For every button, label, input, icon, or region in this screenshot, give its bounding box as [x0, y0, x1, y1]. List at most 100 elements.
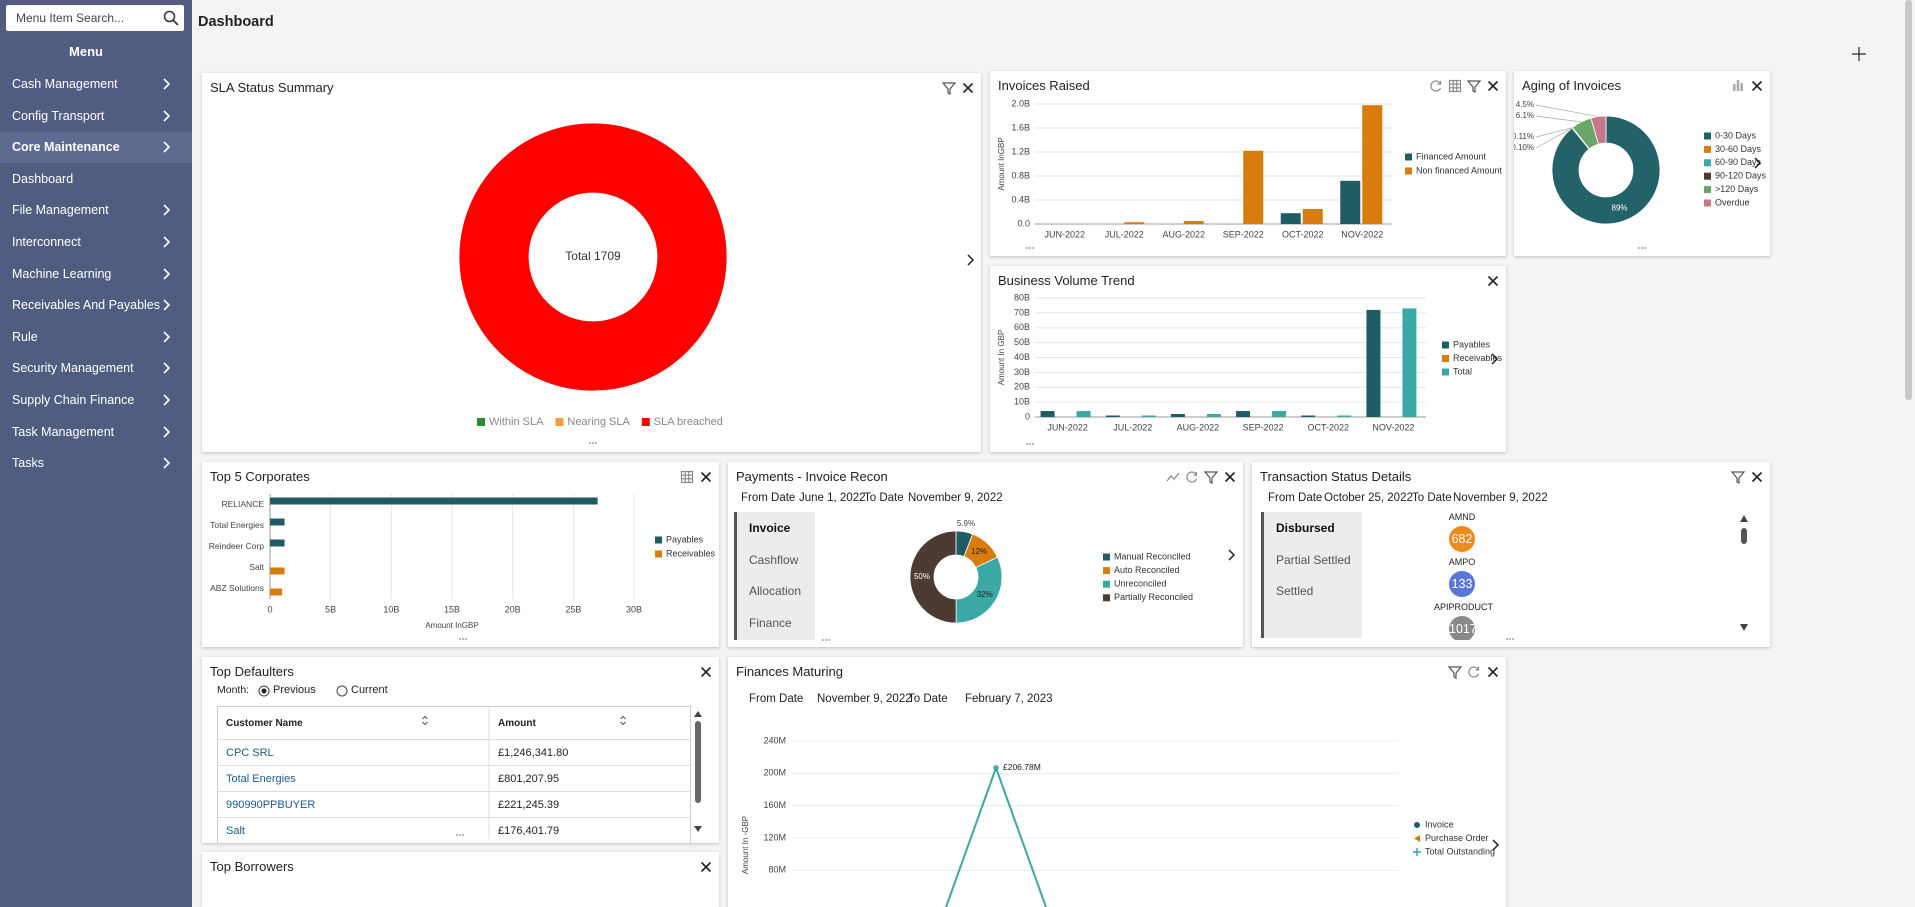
menu-item[interactable]: File Management: [0, 195, 192, 226]
next-arrow[interactable]: [1492, 839, 1500, 851]
legend-swatch: [1442, 368, 1449, 376]
sort-icon[interactable]: [422, 715, 428, 720]
funnel: [941, 82, 957, 95]
menu-item[interactable]: Core Maintenance: [0, 132, 192, 164]
menu-item[interactable]: Security Management: [0, 353, 192, 384]
tab[interactable]: Partial Settled: [1276, 552, 1351, 567]
customer-name[interactable]: 990990PPBUYER: [226, 799, 316, 811]
tab[interactable]: Allocation: [749, 584, 802, 598]
icon-close[interactable]: [700, 666, 712, 678]
y-tick-label: 0.8B: [1011, 170, 1030, 180]
status-count[interactable]: 1017: [1449, 616, 1477, 640]
icon-filter[interactable]: [941, 82, 957, 95]
scroll-down[interactable]: [1740, 624, 1748, 631]
icon-close[interactable]: [700, 471, 712, 483]
sort-icon[interactable]: [620, 721, 626, 726]
date-text: June 1, 2022: [799, 492, 866, 504]
icon-close[interactable]: [962, 82, 974, 94]
bar: [1362, 105, 1383, 224]
next-arrow[interactable]: [967, 254, 975, 266]
column-header[interactable]: Customer Name: [226, 718, 303, 729]
scroll-thumb[interactable]: [695, 721, 701, 803]
widget: 80M 120M 160M 200M 240M Amount In -GBP Invoice…: [728, 657, 1506, 907]
customer-name[interactable]: CPC SRL: [226, 747, 274, 759]
x: [700, 861, 712, 873]
icon-refresh[interactable]: [1468, 666, 1480, 678]
icon-filter[interactable]: [1730, 471, 1746, 484]
menu-item[interactable]: Config Transport: [0, 101, 192, 132]
legend-label: 60-90 Days: [1715, 157, 1762, 167]
resize-grip: [462, 638, 464, 640]
x: [1224, 471, 1236, 483]
menu-item[interactable]: Dashboard: [0, 164, 192, 195]
x-axis-label: Amount InGBP: [425, 621, 478, 630]
radio[interactable]: [336, 685, 348, 697]
scroll-thumb[interactable]: [1741, 528, 1747, 544]
scroll-up[interactable]: [694, 711, 702, 717]
status-count[interactable]: 133: [1449, 571, 1475, 597]
legend-swatch: [1704, 199, 1711, 207]
icon-close[interactable]: [1751, 471, 1763, 483]
menu-item[interactable]: Tasks: [0, 448, 192, 479]
next-arrow[interactable]: [1228, 549, 1236, 561]
y-tick-label: 40B: [1014, 352, 1030, 362]
menu-item[interactable]: Interconnect: [0, 227, 192, 258]
icon-close[interactable]: [1751, 80, 1763, 92]
next-arrow[interactable]: [1754, 157, 1762, 169]
icon-close[interactable]: [1487, 275, 1499, 287]
icon-barchart[interactable]: [1733, 80, 1743, 91]
legend-label: Overdue: [1715, 197, 1750, 207]
customer-name[interactable]: Total Energies: [226, 773, 296, 785]
icon-grid[interactable]: [1448, 79, 1462, 93]
menu-item-label: Core Maintenance: [12, 140, 120, 155]
tab[interactable]: Disbursed: [1276, 521, 1335, 535]
icon-filter[interactable]: [1466, 80, 1482, 93]
resize-grip: [1638, 247, 1640, 249]
icon-filter[interactable]: [1203, 471, 1219, 484]
icon-close[interactable]: [700, 861, 712, 873]
search-box[interactable]: Menu Item Search...: [6, 5, 184, 31]
icon-refresh[interactable]: [1430, 80, 1442, 92]
scroll-up[interactable]: [1740, 515, 1748, 522]
funnel: [1203, 471, 1219, 484]
legend-swatch: [1704, 159, 1711, 167]
menu-item[interactable]: Supply Chain Finance: [0, 385, 192, 416]
customer-name[interactable]: Salt: [226, 825, 245, 837]
search-icon[interactable]: [163, 10, 179, 26]
sort-icon[interactable]: [422, 721, 428, 726]
scroll-down[interactable]: [694, 826, 702, 832]
next-arrow[interactable]: [1491, 353, 1499, 365]
search-placeholder: Menu Item Search...: [16, 11, 125, 25]
submenu-arrow: [163, 110, 171, 122]
menu-item[interactable]: Machine Learning: [0, 259, 192, 290]
tab[interactable]: Settled: [1276, 584, 1314, 598]
icon-refresh[interactable]: [1186, 471, 1198, 483]
legend-swatch: [1704, 186, 1711, 194]
menu-item[interactable]: Rule: [0, 322, 192, 353]
icon-grid[interactable]: [680, 470, 694, 484]
widget: 0 10B 20B 30B 40B 50B 60B 70B 80B JUN-2022 JUL-202…: [990, 266, 1506, 452]
tab[interactable]: Invoice: [749, 521, 791, 535]
status-count[interactable]: 682: [1449, 526, 1475, 552]
add-widget[interactable]: [1851, 46, 1867, 62]
icon-filter[interactable]: [1447, 666, 1463, 679]
menu-item[interactable]: Task Management: [0, 417, 192, 448]
sort-icon[interactable]: [620, 715, 626, 720]
icon-close[interactable]: [1487, 666, 1499, 678]
widget-title: Top 5 Corporates: [210, 469, 310, 484]
menu-item[interactable]: Receivables And Payables: [0, 290, 192, 321]
column-header[interactable]: Amount: [498, 718, 536, 729]
icon-close[interactable]: [1224, 471, 1236, 483]
resize-grip: [1026, 247, 1028, 249]
menu-item[interactable]: Cash Management: [0, 69, 192, 100]
icon-trend[interactable]: [1166, 472, 1180, 482]
bar: [1337, 415, 1352, 417]
bar: [1236, 411, 1251, 417]
tab-list: Invoice Cashflow Allocation Finance: [734, 512, 815, 640]
tab[interactable]: Finance: [749, 615, 792, 630]
tab[interactable]: Cashflow: [749, 552, 799, 567]
x: [1751, 471, 1763, 483]
scrollbar[interactable]: [1905, 0, 1912, 400]
icon-close[interactable]: [1487, 80, 1499, 92]
